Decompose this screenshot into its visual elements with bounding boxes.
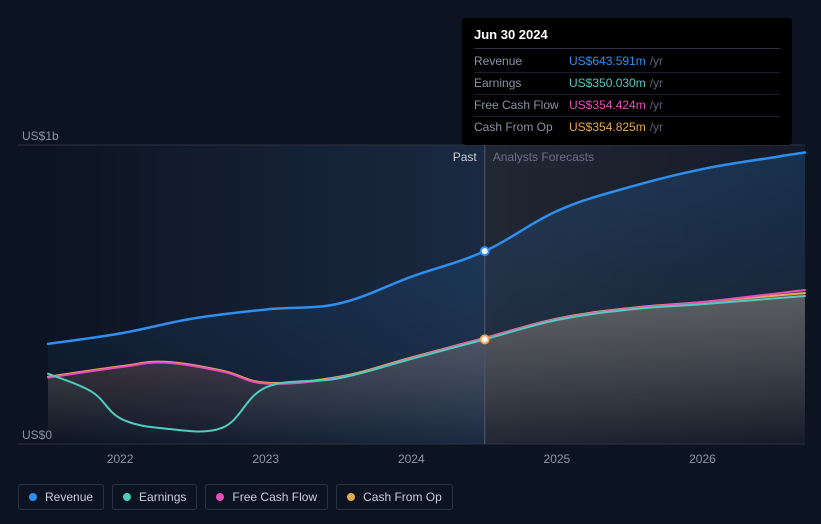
legend-item-earnings[interactable]: Earnings <box>112 484 197 510</box>
tooltip-row-label: Cash From Op <box>474 119 569 136</box>
tooltip-row-unit: /yr <box>650 119 663 136</box>
x-axis-tick-label: 2023 <box>252 452 279 466</box>
tooltip-row-value: US$354.825m <box>569 119 646 136</box>
tooltip-row-unit: /yr <box>650 97 663 114</box>
legend-item-label: Cash From Op <box>363 490 442 504</box>
x-axis-tick-label: 2024 <box>398 452 425 466</box>
chart-legend: Revenue Earnings Free Cash Flow Cash From O… <box>18 484 453 510</box>
legend-item-label: Revenue <box>45 490 93 504</box>
chart-tooltip: Jun 30 2024 RevenueUS$643.591m/yrEarning… <box>462 18 792 145</box>
tooltip-row: Cash From OpUS$354.825m/yr <box>474 117 780 138</box>
tooltip-row: Free Cash FlowUS$354.424m/yr <box>474 95 780 117</box>
y-axis-tick-label: US$1b <box>22 129 59 143</box>
tooltip-row-value: US$643.591m <box>569 53 646 70</box>
tooltip-row-unit: /yr <box>650 75 663 92</box>
tooltip-row-label: Revenue <box>474 53 569 70</box>
tooltip-row-value: US$354.424m <box>569 97 646 114</box>
x-axis-tick-label: 2026 <box>689 452 716 466</box>
legend-dot-icon <box>347 493 355 501</box>
legend-dot-icon <box>29 493 37 501</box>
legend-item-free_cash_flow[interactable]: Free Cash Flow <box>205 484 328 510</box>
x-axis-tick-label: 2022 <box>107 452 134 466</box>
legend-item-label: Earnings <box>139 490 186 504</box>
tooltip-row: RevenueUS$643.591m/yr <box>474 51 780 73</box>
tooltip-row-label: Earnings <box>474 75 569 92</box>
tooltip-date: Jun 30 2024 <box>474 26 780 49</box>
past-region-label: Past <box>453 150 477 164</box>
legend-item-label: Free Cash Flow <box>232 490 317 504</box>
legend-dot-icon <box>123 493 131 501</box>
tooltip-row-unit: /yr <box>650 53 663 70</box>
forecast-region-label: Analysts Forecasts <box>493 150 594 164</box>
tooltip-row-value: US$350.030m <box>569 75 646 92</box>
legend-dot-icon <box>216 493 224 501</box>
x-axis-tick-label: 2025 <box>544 452 571 466</box>
y-axis-tick-label: US$0 <box>22 428 52 442</box>
tooltip-row: EarningsUS$350.030m/yr <box>474 73 780 95</box>
legend-item-revenue[interactable]: Revenue <box>18 484 104 510</box>
tooltip-row-label: Free Cash Flow <box>474 97 569 114</box>
financials-chart: US$0 US$1b 2022 2023 2024 2025 2026 Past Anal… <box>0 0 821 524</box>
legend-item-cash_from_op[interactable]: Cash From Op <box>336 484 453 510</box>
